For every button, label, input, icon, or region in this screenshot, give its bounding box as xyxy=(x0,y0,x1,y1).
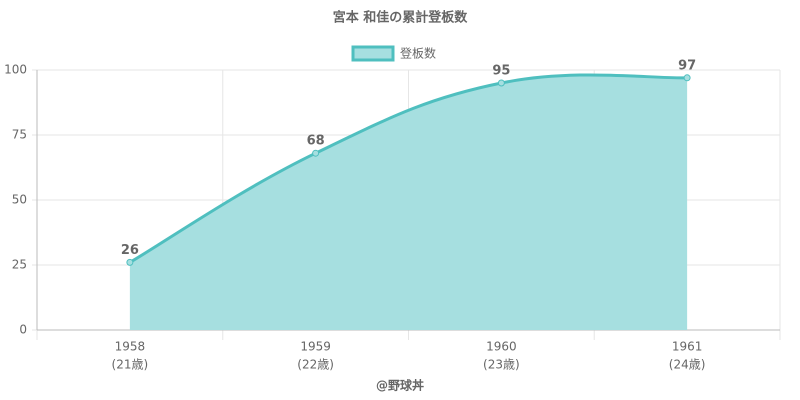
legend-label: 登板数 xyxy=(400,46,436,61)
legend-swatch xyxy=(351,45,395,62)
x-tick-label: 1959 xyxy=(300,340,331,354)
line xyxy=(129,73,688,264)
area-fill xyxy=(129,74,688,331)
x-tick-label: (22歳) xyxy=(297,358,334,372)
y-tick-label: 25 xyxy=(12,258,27,272)
value-label: 97 xyxy=(678,58,696,73)
value-label: 26 xyxy=(121,243,139,258)
x-tick-label: 1960 xyxy=(486,340,517,354)
point xyxy=(126,258,134,266)
x-tick-label: (24歳) xyxy=(669,358,706,372)
point xyxy=(312,149,320,157)
x-tick-label: 1961 xyxy=(672,340,703,354)
y-tick-label: 75 xyxy=(12,128,27,142)
x-tick-label: 1958 xyxy=(115,340,146,354)
chart-title: 宮本 和佳の累計登板数 xyxy=(333,10,469,26)
point xyxy=(683,74,691,82)
value-label: 95 xyxy=(492,64,510,79)
x-axis-label: @野球丼 xyxy=(376,378,424,393)
value-label: 68 xyxy=(307,134,325,149)
y-tick-label: 50 xyxy=(12,193,27,207)
point xyxy=(497,79,505,87)
x-tick-label: (23歳) xyxy=(483,358,520,372)
y-tick-label: 100 xyxy=(4,63,27,77)
x-tick-label: (21歳) xyxy=(112,358,149,372)
y-tick-label: 0 xyxy=(19,323,27,337)
